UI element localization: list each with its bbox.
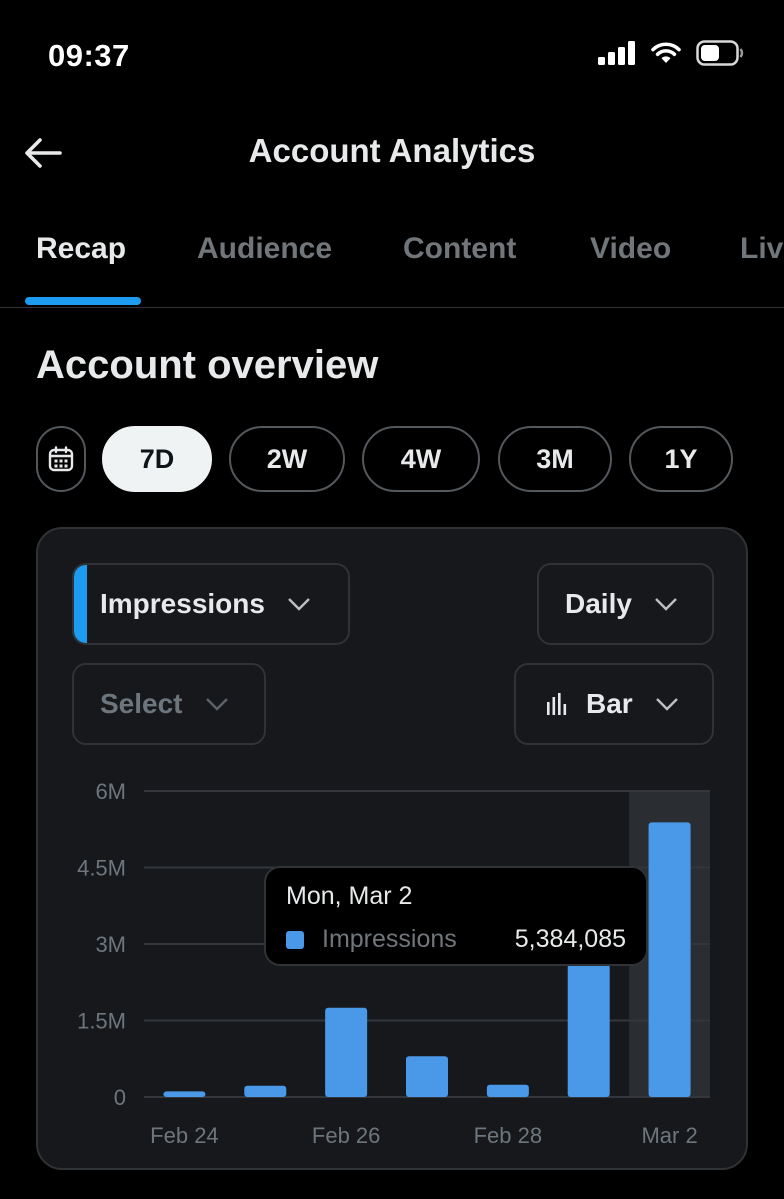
chevron-down-icon [655, 598, 677, 611]
tooltip-date: Mon, Mar 2 [286, 882, 413, 910]
bar [648, 822, 691, 1097]
range-1y-button[interactable]: 1Y [629, 426, 733, 492]
tooltip-series-swatch [286, 930, 304, 949]
cellular-signal-icon [598, 41, 635, 65]
bar [244, 1085, 287, 1097]
page-title: Account Analytics [248, 132, 536, 169]
chart-tooltip: Mon, Mar 2 Impressions 5,384,085 [264, 866, 648, 966]
tab-content[interactable]: Content [403, 232, 517, 265]
compare-metric-dropdown[interactable]: Select [72, 663, 266, 745]
wifi-icon [651, 42, 681, 63]
battery-icon [696, 40, 744, 66]
tab-video[interactable]: Video [590, 232, 672, 265]
y-tick-label: 4.5M [77, 856, 126, 881]
tab-recap[interactable]: Recap [36, 232, 127, 265]
range-3m-button[interactable]: 3M [498, 426, 612, 492]
impressions-bar-chart: 6M 4.5M 3M 1.5M 0 Feb 24 Feb 26 Feb 28 Mar 2 [77, 779, 710, 1148]
analytics-card: Impressions Daily Select Bar 6M 4.5M 3M 1.5… [36, 527, 748, 1170]
bar-chart-icon [547, 693, 567, 715]
metric-dropdown-label: Impressions [100, 588, 265, 619]
calendar-icon [48, 446, 74, 472]
tab-bar: Recap Audience Content Video Liv [0, 220, 784, 308]
x-tick-label: Mar 2 [641, 1123, 697, 1148]
tab-live[interactable]: Liv [740, 232, 784, 265]
granularity-dropdown[interactable]: Daily [537, 563, 714, 645]
range-4w-button[interactable]: 4W [362, 426, 480, 492]
tooltip-row: Impressions 5,384,085 [286, 925, 626, 954]
tooltip-series-name: Impressions [322, 925, 457, 953]
granularity-dropdown-label: Daily [565, 588, 632, 619]
header: Account Analytics [0, 110, 784, 194]
chevron-down-icon [288, 598, 310, 611]
back-button[interactable] [20, 130, 66, 176]
status-icons [598, 40, 744, 66]
arrow-left-icon [25, 138, 62, 168]
x-tick-label: Feb 24 [150, 1123, 219, 1148]
y-tick-label: 3M [95, 932, 126, 957]
chart-type-label: Bar [586, 688, 633, 719]
range-7d-button[interactable]: 7D [102, 426, 212, 492]
x-tick-label: Feb 28 [474, 1123, 543, 1148]
y-tick-label: 0 [114, 1085, 126, 1110]
section-title: Account overview [36, 343, 379, 387]
metric-color-indicator [74, 565, 87, 643]
bar [567, 964, 610, 1097]
status-time: 09:37 [48, 38, 130, 73]
bar [163, 1091, 206, 1097]
status-bar: 09:37 [0, 0, 784, 110]
y-tick-label: 6M [95, 779, 126, 804]
y-tick-label: 1.5M [77, 1009, 126, 1034]
tab-audience[interactable]: Audience [197, 232, 333, 265]
bar [486, 1084, 529, 1097]
compare-dropdown-label: Select [100, 688, 183, 719]
chevron-down-icon [205, 698, 228, 711]
bar [406, 1056, 448, 1097]
metric-dropdown[interactable]: Impressions [72, 563, 350, 645]
range-2w-button[interactable]: 2W [229, 426, 345, 492]
bar [325, 1007, 368, 1097]
tab-active-indicator [25, 297, 141, 305]
chevron-down-icon [655, 698, 678, 711]
x-tick-label: Feb 26 [312, 1123, 381, 1148]
chart-type-dropdown[interactable]: Bar [514, 663, 714, 745]
tooltip-value: 5,384,085 [514, 925, 626, 953]
calendar-button[interactable] [36, 426, 86, 492]
